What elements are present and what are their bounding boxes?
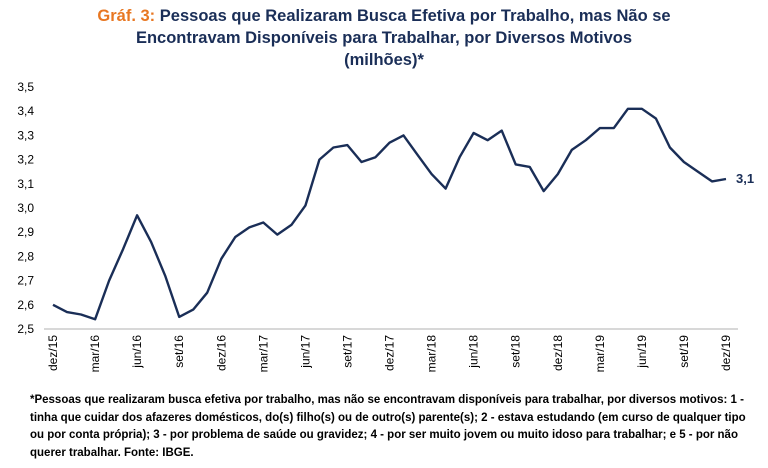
series-line [52, 107, 727, 321]
x-tick-label: jun/16 [130, 335, 144, 369]
y-tick-label: 2,8 [17, 249, 34, 263]
x-tick-label: mar/16 [88, 335, 102, 373]
y-tick-label: 3,3 [17, 128, 34, 142]
end-value-label: 3,1 [736, 171, 754, 186]
x-tick-label: dez/17 [383, 335, 397, 371]
y-tick-label: 2,5 [17, 322, 34, 336]
series: 3,1 [52, 107, 754, 321]
title-text-1: Pessoas que Realizaram Busca Efetiva por… [159, 7, 671, 25]
y-tick-label: 3,0 [17, 201, 34, 215]
y-tick-label: 3,2 [17, 153, 34, 167]
x-tick-label: mar/19 [593, 335, 607, 373]
title-line-2: Encontravam Disponíveis para Trabalhar, … [135, 29, 633, 47]
x-tick-label: jun/19 [635, 335, 649, 369]
footnote: *Pessoas que realizaram busca efetiva po… [30, 394, 746, 459]
x-tick-label: jun/18 [467, 335, 481, 369]
x-tick-label: dez/19 [719, 335, 733, 371]
x-tick-label: set/19 [677, 335, 691, 368]
x-tick-label: mar/18 [425, 335, 439, 373]
x-axis: dez/15 mar/16 jun/16 set/16 dez/16 mar/17 jun/… [44, 328, 738, 373]
y-tick-label: 2,7 [17, 274, 34, 288]
title-line-1: Gráf. 3: Pessoas que Realizaram Busca Ef… [20, 5, 748, 27]
y-tick-label: 3,4 [17, 104, 34, 118]
y-tick-label: 3,1 [17, 177, 34, 191]
title-line-3: (milhões)* [344, 51, 424, 69]
x-tick-label: mar/17 [256, 335, 270, 373]
x-tick-label: dez/16 [214, 335, 228, 371]
y-tick-label: 2,9 [17, 225, 34, 239]
title-prefix: Gráf. 3: [97, 7, 156, 25]
line-chart: 2,5 2,6 2,7 2,8 2,9 3,0 3,1 3,2 3,3 3,4 3,5 dez/15… [17, 80, 754, 373]
x-tick-label: dez/18 [551, 335, 565, 371]
x-tick-label: set/18 [509, 335, 523, 368]
y-axis: 2,5 2,6 2,7 2,8 2,9 3,0 3,1 3,2 3,3 3,4 3,5 [17, 80, 34, 336]
x-tick-label: dez/15 [46, 335, 60, 371]
x-tick-label: set/16 [172, 335, 186, 368]
x-tick-label: set/17 [340, 335, 354, 368]
y-tick-label: 2,6 [17, 298, 34, 312]
chart-title: Gráf. 3: Pessoas que Realizaram Busca Ef… [20, 5, 748, 71]
y-tick-label: 3,5 [17, 80, 34, 94]
x-tick-label: jun/17 [298, 335, 312, 369]
